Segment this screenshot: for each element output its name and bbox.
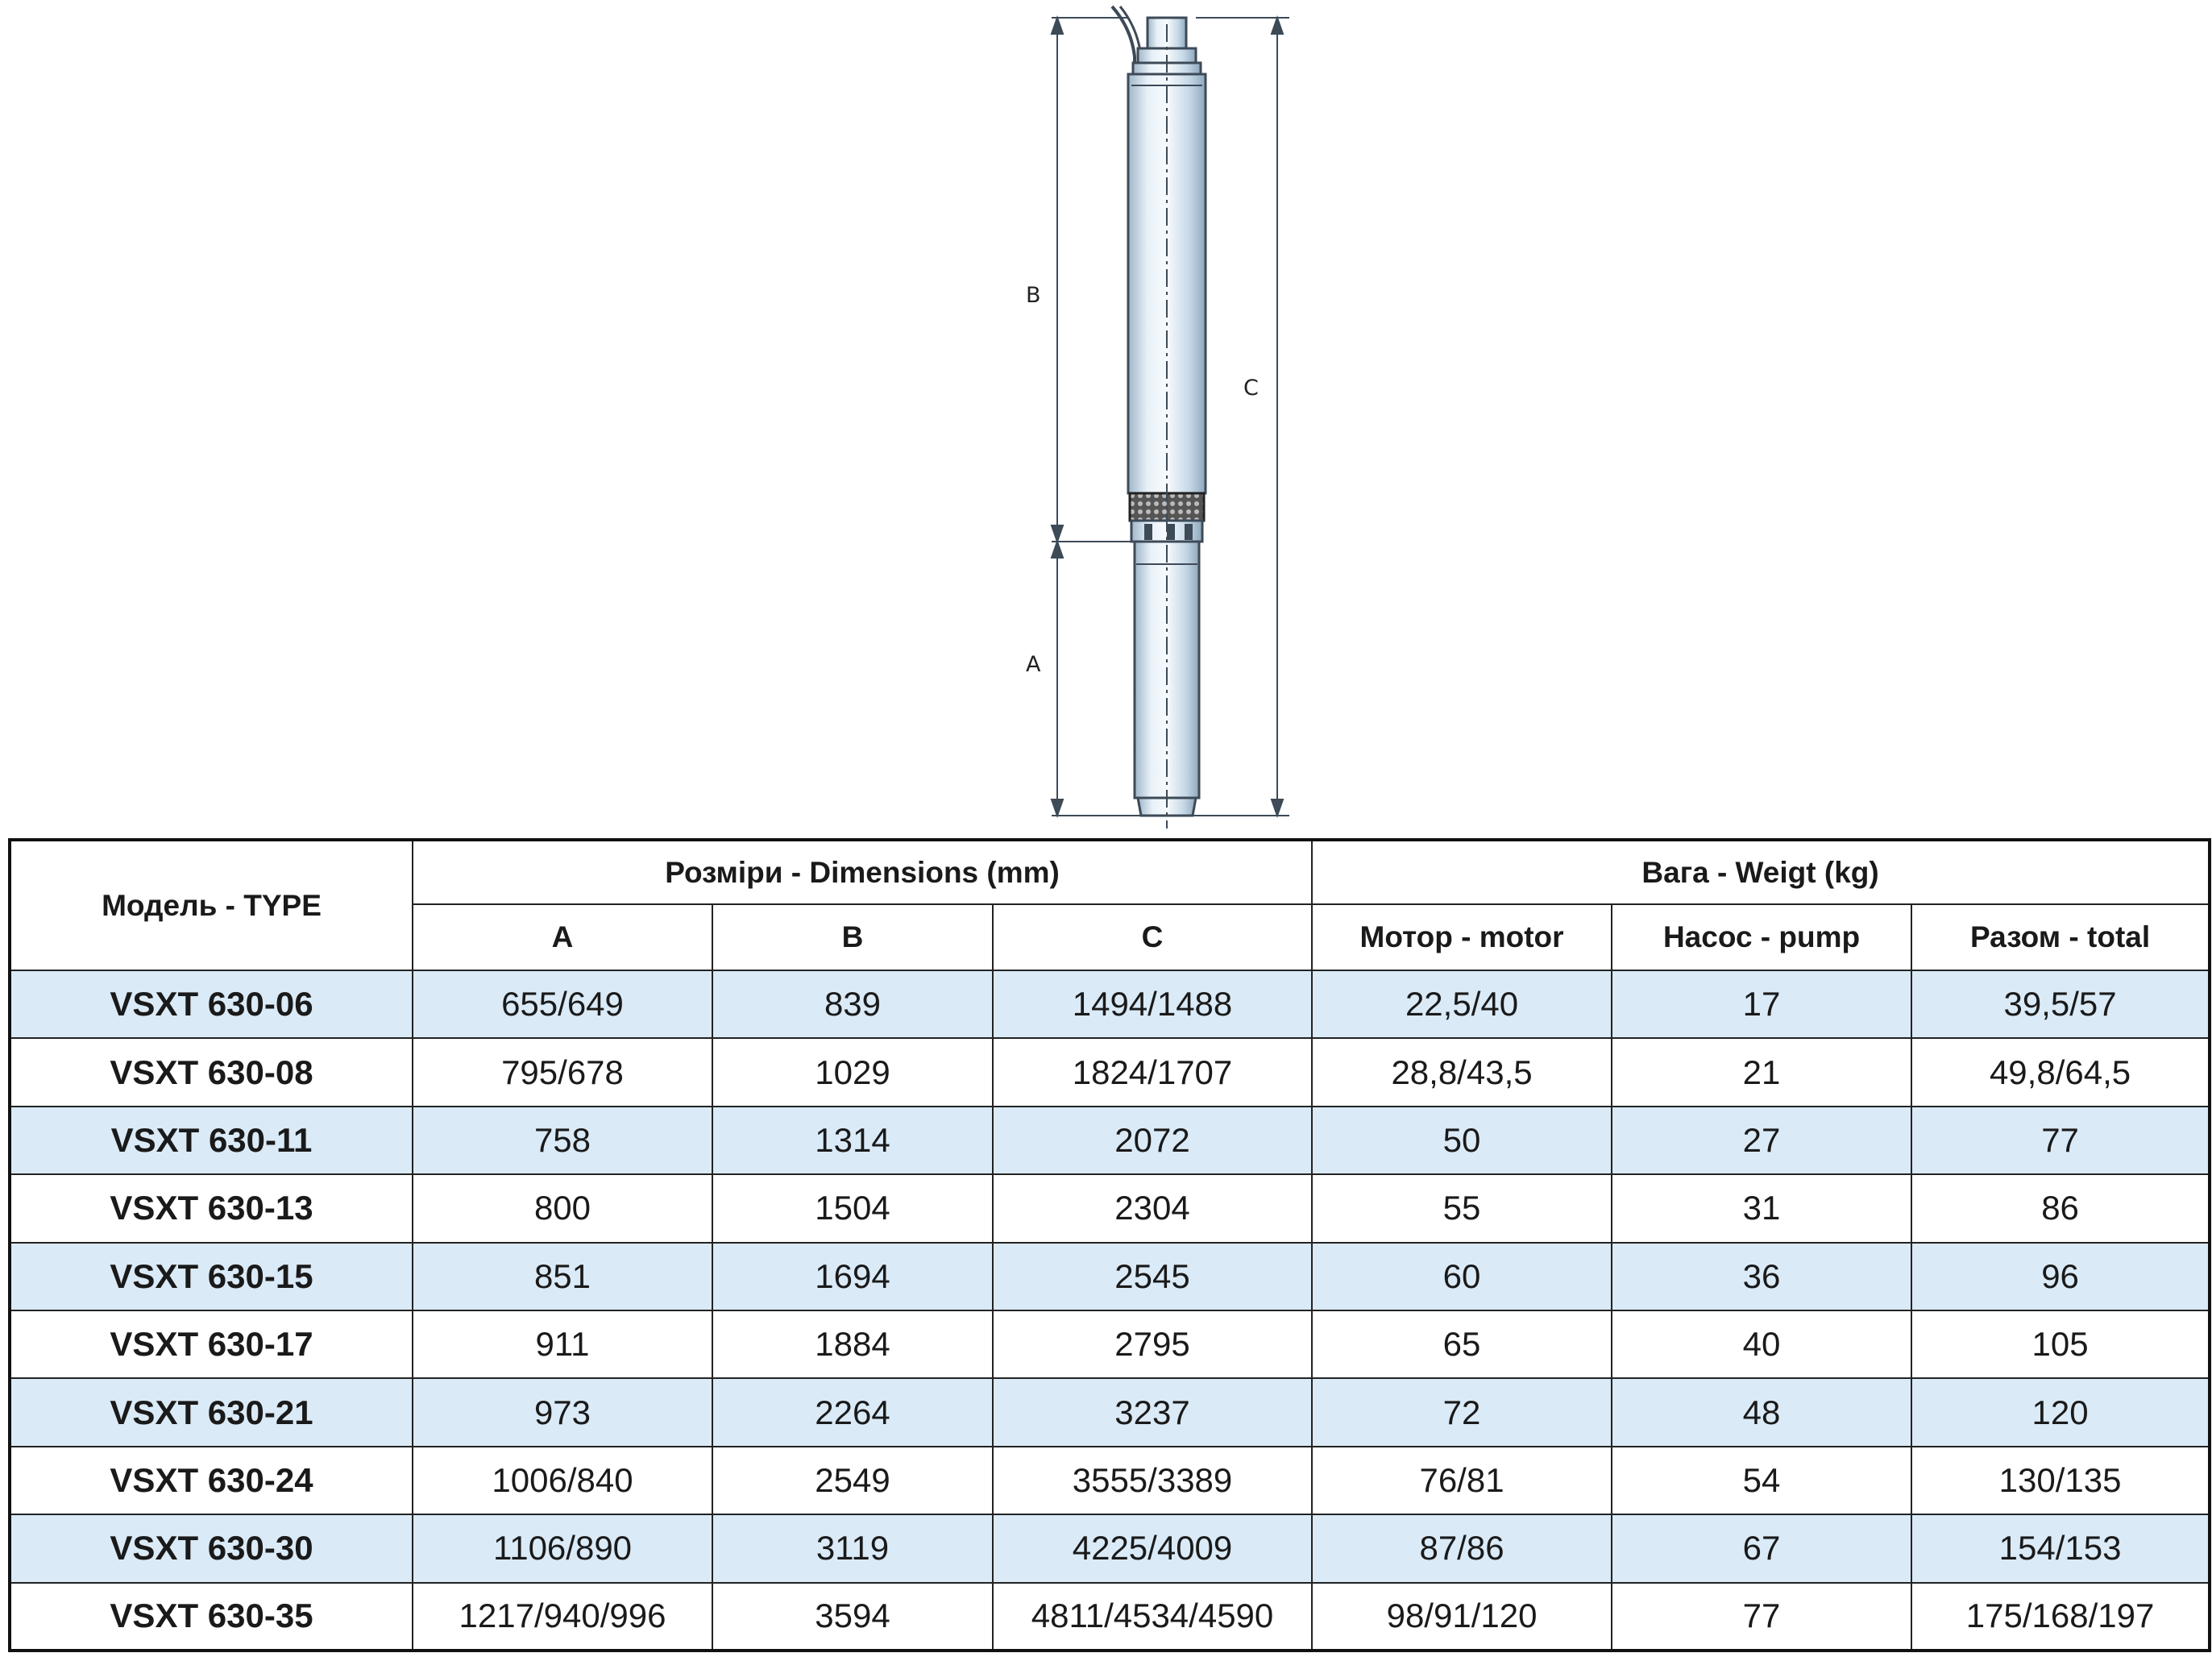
cell-weight-pump: 31 [1611, 1173, 1913, 1244]
spec-table: Модель - TYPE Розміри - Dimensions (mm) … [8, 838, 2212, 1652]
header-weight: Вага - Weigt (kg) [1311, 839, 2211, 905]
cell-weight-pump: 48 [1611, 1377, 1913, 1447]
cell-weight-pump: 40 [1611, 1309, 1913, 1380]
cell-dim-b: 1029 [712, 1037, 994, 1107]
header-col-total: Разом - total [1911, 903, 2211, 971]
cell-weight-pump: 77 [1611, 1581, 1913, 1652]
cell-weight-motor: 87/86 [1311, 1514, 1613, 1584]
cell-dim-b: 839 [712, 969, 994, 1040]
table-row: VSXT 630-24 1006/840 2549 3555/3389 76/81 54 1… [9, 1445, 2211, 1516]
cell-dim-a: 851 [412, 1241, 713, 1311]
cell-weight-pump: 67 [1611, 1514, 1913, 1584]
cell-weight-pump: 27 [1611, 1105, 1913, 1176]
cell-dim-a: 1006/840 [412, 1445, 713, 1516]
cell-dim-c: 2545 [991, 1241, 1314, 1311]
table-row: VSXT 630-13 800 1504 2304 55 31 86 [9, 1173, 2211, 1244]
cell-weight-motor: 55 [1311, 1173, 1613, 1244]
cell-weight-total: 154/153 [1911, 1514, 2211, 1584]
header-col-b: B [712, 903, 994, 971]
cell-weight-total: 120 [1911, 1377, 2211, 1447]
cell-weight-total: 49,8/64,5 [1911, 1037, 2211, 1107]
cell-weight-pump: 54 [1611, 1445, 1913, 1516]
cell-weight-motor: 60 [1311, 1241, 1613, 1311]
table-body: VSXT 630-06 655/649 839 1494/1488 22,5/40 17 3… [9, 969, 2211, 1652]
cell-model: VSXT 630-17 [9, 1309, 413, 1380]
cell-dim-a: 800 [412, 1173, 713, 1244]
table-row: VSXT 630-15 851 1694 2545 60 36 96 [9, 1241, 2211, 1311]
cell-dim-c: 1824/1707 [991, 1037, 1314, 1107]
dim-label-c: C [1243, 376, 1259, 401]
table-row: VSXT 630-11 758 1314 2072 50 27 77 [9, 1105, 2211, 1176]
cell-weight-total: 105 [1911, 1309, 2211, 1380]
cell-model: VSXT 630-11 [9, 1105, 413, 1176]
cell-dim-a: 973 [412, 1377, 713, 1447]
table-row: VSXT 630-17 911 1884 2795 65 40 105 [9, 1309, 2211, 1380]
cell-model: VSXT 630-06 [9, 969, 413, 1040]
cable [1110, 5, 1136, 77]
header-col-c: C [991, 903, 1314, 971]
cell-dim-c: 4811/4534/4590 [991, 1581, 1314, 1652]
cell-dim-b: 1314 [712, 1105, 994, 1176]
cell-weight-motor: 22,5/40 [1311, 969, 1613, 1040]
cell-model: VSXT 630-30 [9, 1514, 413, 1584]
cell-weight-total: 96 [1911, 1241, 2211, 1311]
pump-drawing: B A C [1026, 5, 1289, 828]
cell-dim-b: 1504 [712, 1173, 994, 1244]
cell-dim-c: 2304 [991, 1173, 1314, 1244]
table-row: VSXT 630-30 1106/890 3119 4225/4009 87/86 67 1… [9, 1514, 2211, 1584]
table-row: VSXT 630-08 795/678 1029 1824/1707 28,8/43,5… [9, 1037, 2211, 1107]
cell-model: VSXT 630-35 [9, 1581, 413, 1652]
dim-label-b: B [1026, 283, 1041, 308]
header-dimensions: Розміри - Dimensions (mm) [411, 839, 1314, 905]
cell-weight-motor: 72 [1311, 1377, 1613, 1447]
cell-weight-motor: 98/91/120 [1311, 1581, 1613, 1652]
cell-weight-motor: 76/81 [1311, 1445, 1613, 1516]
cell-weight-motor: 28,8/43,5 [1311, 1037, 1613, 1107]
dim-label-a: A [1026, 652, 1041, 677]
cell-dim-a: 1106/890 [412, 1514, 713, 1584]
cell-weight-motor: 50 [1311, 1105, 1613, 1176]
cell-weight-total: 39,5/57 [1911, 969, 2211, 1040]
cell-dim-c: 1494/1488 [991, 969, 1314, 1040]
cell-weight-total: 86 [1911, 1173, 2211, 1244]
cell-model: VSXT 630-21 [9, 1377, 413, 1447]
cell-model: VSXT 630-08 [9, 1037, 413, 1107]
cell-model: VSXT 630-15 [9, 1241, 413, 1311]
table-row: VSXT 630-35 1217/940/996 3594 4811/4534/459… [9, 1581, 2211, 1652]
cell-dim-b: 2549 [712, 1445, 994, 1516]
cell-dim-a: 795/678 [412, 1037, 713, 1107]
table-row: VSXT 630-06 655/649 839 1494/1488 22,5/40 17 3… [9, 969, 2211, 1040]
cell-dim-b: 3594 [712, 1581, 994, 1652]
cell-weight-total: 130/135 [1911, 1445, 2211, 1516]
cell-model: VSXT 630-24 [9, 1445, 413, 1516]
cell-dim-b: 1694 [712, 1241, 994, 1311]
table-row: VSXT 630-21 973 2264 3237 72 48 120 [9, 1377, 2211, 1447]
header-col-a: A [412, 903, 713, 971]
cell-dim-a: 1217/940/996 [412, 1581, 713, 1652]
cell-weight-motor: 65 [1311, 1309, 1613, 1380]
dimension-lines [1050, 15, 1289, 819]
cell-weight-total: 77 [1911, 1105, 2211, 1176]
header-model: Модель - TYPE [9, 839, 413, 971]
cell-dim-c: 2795 [991, 1309, 1314, 1380]
cell-dim-c: 2072 [991, 1105, 1314, 1176]
cell-weight-pump: 17 [1611, 969, 1913, 1040]
cell-weight-total: 175/168/197 [1911, 1581, 2211, 1652]
cell-dim-b: 3119 [712, 1514, 994, 1584]
cell-weight-pump: 21 [1611, 1037, 1913, 1107]
cell-dim-a: 911 [412, 1309, 713, 1380]
cell-dim-c: 3237 [991, 1377, 1314, 1447]
cell-weight-pump: 36 [1611, 1241, 1913, 1311]
header-col-motor: Мотор - motor [1311, 903, 1613, 971]
cell-dim-b: 2264 [712, 1377, 994, 1447]
header-col-pump: Насос - pump [1611, 903, 1913, 971]
cell-dim-c: 4225/4009 [991, 1514, 1314, 1584]
cell-dim-a: 758 [412, 1105, 713, 1176]
cell-model: VSXT 630-13 [9, 1173, 413, 1244]
cell-dim-b: 1884 [712, 1309, 994, 1380]
cell-dim-c: 3555/3389 [991, 1445, 1314, 1516]
cell-dim-a: 655/649 [412, 969, 713, 1040]
